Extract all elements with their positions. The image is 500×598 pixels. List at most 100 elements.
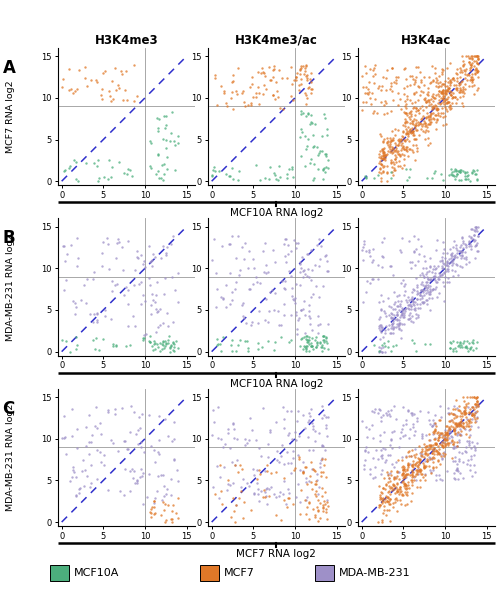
Point <box>443 81 451 91</box>
Point <box>468 51 476 61</box>
Point <box>380 151 388 161</box>
Point <box>422 277 430 287</box>
Point <box>430 109 438 118</box>
Text: MDA-MB-231: MDA-MB-231 <box>339 568 410 578</box>
Point <box>146 507 154 517</box>
Point <box>400 64 408 74</box>
Point <box>390 313 398 323</box>
Point <box>396 487 404 496</box>
Point <box>304 417 312 427</box>
Point <box>429 428 437 437</box>
Point <box>133 252 141 261</box>
Point <box>424 112 432 121</box>
Point <box>296 260 304 269</box>
Point <box>378 499 386 508</box>
Point <box>124 164 132 174</box>
Point <box>323 514 331 524</box>
Point <box>256 469 264 478</box>
Point <box>392 72 400 82</box>
Point <box>384 477 392 487</box>
Point <box>233 434 241 444</box>
Point <box>465 432 473 441</box>
Point <box>399 465 407 474</box>
Point <box>304 335 312 344</box>
Point <box>465 231 473 241</box>
Point <box>416 290 424 300</box>
Point <box>398 131 406 141</box>
Point <box>107 314 115 324</box>
Point <box>230 174 237 184</box>
Point <box>254 344 262 354</box>
Point <box>230 460 238 470</box>
Point <box>437 429 445 439</box>
Point <box>400 132 407 142</box>
Point <box>440 267 448 277</box>
Point <box>462 417 470 427</box>
Point <box>104 174 112 184</box>
Point <box>453 260 461 270</box>
Point <box>292 243 300 253</box>
Point <box>428 173 436 182</box>
Point <box>319 467 327 477</box>
Point <box>474 231 482 240</box>
Point <box>376 430 384 440</box>
Point <box>108 277 116 286</box>
Point <box>408 469 416 478</box>
Point <box>466 454 474 464</box>
Point <box>396 290 404 300</box>
Point <box>426 109 434 119</box>
Point <box>396 301 404 310</box>
Point <box>431 419 439 429</box>
Point <box>310 260 318 270</box>
Point <box>446 426 454 436</box>
Point <box>284 337 292 346</box>
Point <box>473 239 481 248</box>
Point <box>78 466 86 476</box>
Point <box>430 264 438 274</box>
Point <box>439 89 447 98</box>
Point <box>382 479 390 489</box>
Point <box>261 238 269 248</box>
Point <box>378 132 386 141</box>
Point <box>289 453 297 462</box>
Point <box>306 457 314 467</box>
Point <box>398 424 406 434</box>
Point <box>214 166 222 175</box>
Point <box>304 432 312 441</box>
Point <box>461 410 469 419</box>
Point <box>217 435 225 444</box>
Point <box>380 166 388 176</box>
Point <box>459 84 467 93</box>
Point <box>388 126 396 135</box>
Point <box>456 419 464 429</box>
Point <box>437 169 445 179</box>
Point <box>385 310 393 319</box>
Point <box>435 96 443 105</box>
Point <box>246 413 254 422</box>
Point <box>429 445 437 454</box>
Point <box>378 342 386 352</box>
Point <box>418 121 426 130</box>
Point <box>388 328 396 337</box>
Point <box>254 478 262 488</box>
Point <box>443 98 451 108</box>
Point <box>366 465 374 474</box>
Point <box>415 130 423 139</box>
Point <box>409 463 417 472</box>
Point <box>407 294 415 304</box>
Point <box>408 467 416 477</box>
Point <box>270 72 278 82</box>
Point <box>446 428 454 437</box>
Point <box>145 274 153 283</box>
Point <box>265 484 273 493</box>
Point <box>444 266 452 276</box>
Point <box>415 82 423 91</box>
Point <box>436 89 444 98</box>
Point <box>302 477 310 487</box>
Point <box>474 402 482 411</box>
Point <box>445 417 453 426</box>
Point <box>385 301 393 311</box>
Point <box>152 304 160 314</box>
Point <box>402 145 410 154</box>
Point <box>456 167 464 176</box>
